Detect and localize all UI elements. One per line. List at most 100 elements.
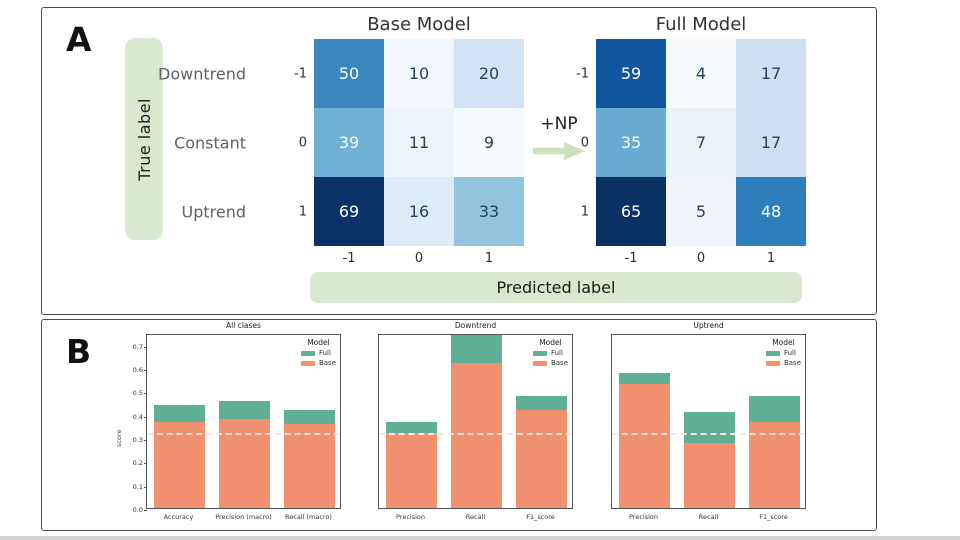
x-tick-label: Precision (macro) (215, 513, 272, 521)
y-axis-label: score (115, 429, 123, 447)
legend-item-base: Base (300, 359, 336, 367)
legend: Model Full Base (532, 338, 568, 369)
col-tick: 0 (414, 251, 424, 266)
panel-a-label: A (66, 20, 92, 59)
y-tick-label: 0.5 (132, 389, 143, 398)
col-tick: -1 (342, 251, 356, 266)
row-tick: 1 (580, 204, 589, 219)
predicted-label-text: Predicted label (496, 278, 616, 297)
y-tick-mark (144, 416, 147, 418)
legend-item-full: Full (300, 349, 336, 357)
matrix-cell: 16 (384, 177, 454, 246)
legend-label: Base (318, 359, 336, 367)
legend-label: Full (783, 349, 796, 357)
matrix-cell: 4 (666, 39, 736, 108)
chart-title: Uptrend (693, 321, 724, 330)
chance-baseline (612, 433, 805, 435)
row-label-constant: Constant (174, 133, 246, 152)
bar-base-recall-macro- (284, 424, 335, 508)
legend-label: Base (550, 359, 568, 367)
y-tick-label: 0.7 (132, 342, 143, 351)
base-model-title: Base Model (367, 14, 471, 35)
y-tick-label: 0.4 (132, 412, 143, 421)
x-tick-label: F1_score (759, 513, 788, 521)
bar-base-f1-score (749, 421, 800, 508)
row-tick: -1 (294, 66, 307, 81)
bar-base-recall (451, 363, 502, 508)
legend-title: Model (307, 338, 330, 347)
y-tick-mark (144, 510, 147, 511)
y-tick-label: 0.0 (132, 506, 143, 514)
legend-swatch-full (300, 350, 315, 356)
chance-baseline (379, 433, 572, 435)
y-tick-label: 0.6 (132, 366, 143, 374)
col-tick: 0 (696, 251, 706, 266)
chart-title: Downtrend (454, 321, 497, 330)
matrix-cell: 17 (736, 39, 806, 108)
base-model-confusion-matrix: 50 10 20 39 11 9 69 16 33 (314, 39, 524, 246)
row-label-uptrend: Uptrend (181, 202, 246, 221)
bar-base-f1-score (516, 410, 567, 508)
chart-uptrend: Uptrend Model Full Base Precision Recall F1_sc… (611, 320, 806, 532)
row-tick: 0 (580, 135, 589, 150)
legend-swatch-full (765, 350, 780, 356)
matrix-cell: 48 (736, 177, 806, 246)
matrix-cell: 69 (314, 177, 384, 246)
legend: Model Full Base (765, 338, 801, 369)
plot-area: 0.0 0.1 0.2 0.3 0.4 0.5 0.6 0.7 score Model Full Ba… (115, 334, 341, 514)
legend-item-full: Full (532, 349, 568, 357)
y-tick-mark (144, 486, 147, 488)
y-tick-mark (144, 346, 147, 348)
x-tick-label: Precision (628, 513, 658, 521)
y-tick-mark (144, 463, 147, 465)
legend-swatch-base (532, 360, 547, 366)
bar-base-accuracy (154, 421, 205, 508)
matrix-cell: 9 (454, 108, 524, 177)
legend-title: Model (772, 338, 795, 347)
legend-item-base: Base (532, 359, 568, 367)
x-tick-label: Accuracy (163, 513, 194, 521)
matrix-cell: 39 (314, 108, 384, 177)
y-tick-label: 0.2 (132, 459, 143, 468)
x-tick-label: F1_score (526, 513, 555, 521)
bar-base-recall (684, 442, 735, 508)
bottom-strip (0, 536, 960, 540)
legend-item-full: Full (765, 349, 801, 357)
plot-area: Model Full Base (378, 334, 573, 509)
legend-item-base: Base (765, 359, 801, 367)
col-tick: 1 (484, 251, 494, 266)
legend-swatch-full (532, 350, 547, 356)
row-tick: 1 (298, 204, 307, 219)
panel-b-label: B (66, 332, 92, 371)
panel-b: B All clases 0.0 0.1 0.2 0.3 0.4 0.5 0.6 0.7 scor… (41, 319, 877, 531)
matrix-cell: 59 (596, 39, 666, 108)
matrix-cell: 5 (666, 177, 736, 246)
full-model-title: Full Model (655, 14, 747, 35)
matrix-cell: 7 (666, 108, 736, 177)
x-tick-label: Recall (465, 513, 486, 521)
y-tick-label: 0.3 (132, 436, 143, 444)
legend-swatch-base (300, 360, 315, 366)
chart-title: All clases (226, 321, 261, 330)
row-label-downtrend: Downtrend (158, 64, 246, 83)
bar-base-precision (619, 384, 670, 508)
matrix-cell: 33 (454, 177, 524, 246)
y-tick-mark (144, 370, 147, 371)
matrix-cell: 65 (596, 177, 666, 246)
panel-a: A True label Downtrend Constant Uptrend Ba… (41, 7, 877, 315)
legend: Model Full Base (300, 338, 336, 369)
full-model-confusion-matrix: 59 4 17 35 7 17 65 5 48 (596, 39, 806, 246)
chance-baseline (147, 433, 340, 435)
np-label: +NP (540, 114, 578, 134)
matrix-cell: 17 (736, 108, 806, 177)
x-tick-label: Recall (macro) (285, 513, 332, 521)
legend-label: Base (783, 359, 801, 367)
bar-base-precision (386, 433, 437, 508)
matrix-cell: 50 (314, 39, 384, 108)
legend-label: Full (318, 349, 331, 357)
chart-all-classes: All clases 0.0 0.1 0.2 0.3 0.4 0.5 0.6 0.7 score M… (115, 320, 341, 532)
matrix-cell: 11 (384, 108, 454, 177)
plot-area: Model Full Base (611, 334, 806, 509)
legend-label: Full (550, 349, 563, 357)
